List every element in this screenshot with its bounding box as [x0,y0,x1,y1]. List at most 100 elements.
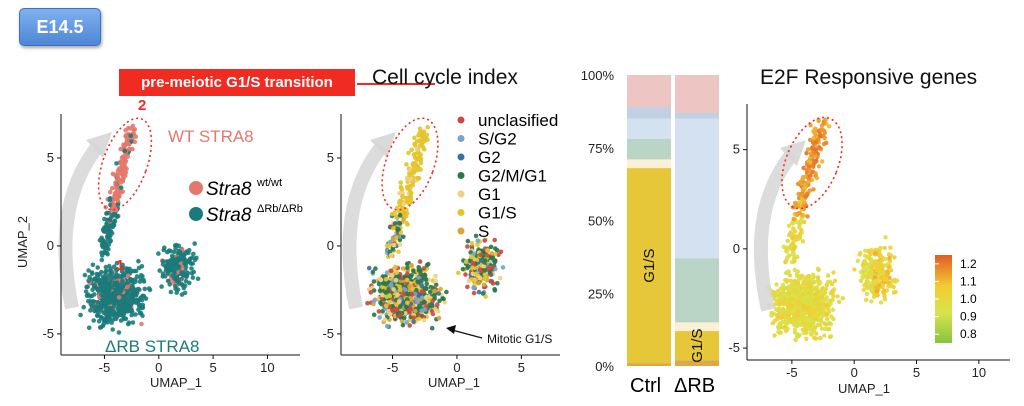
point-e2f [860,275,865,280]
cellcycle-axes: -5 0 5 -5 0 5 [322,150,525,375]
point-g1 [481,263,487,269]
point-e2f [797,291,803,296]
trajectory-arrowhead [86,132,112,158]
point-e2f [785,255,790,260]
point-unclasified [421,266,427,271]
point-drb [174,242,179,248]
point-g1 [424,294,430,300]
point-s-g2 [419,295,425,301]
point-g2-m-g1 [427,289,433,295]
point-g2-m-g1 [494,247,500,253]
point-e2f [770,321,775,326]
point-e2f [802,296,807,301]
trajectory-arrowhead-b [370,132,396,158]
point-drb [86,325,92,331]
point-g2 [411,319,416,325]
point-g2-m-g1 [397,212,403,218]
bar-segment-g1-s [675,331,719,361]
bar-segment-g1 [627,159,671,169]
point-e2f [878,245,883,250]
point-drb [128,133,133,138]
point-unclasified [430,299,435,304]
point-wt [123,128,128,133]
point-drb [94,285,99,291]
y-axis-title: UMAP_2 [15,216,30,268]
d-x-tick-label: -5 [786,365,798,380]
a-y-tick-label: 0 [47,238,54,253]
point-g1-s [412,155,418,160]
point-drb [108,239,113,244]
point-wt [109,185,115,191]
point-s [481,282,487,288]
point-e2f [812,160,817,166]
point-e2f [869,299,874,304]
point-g1-s [398,180,404,185]
point-e2f [807,326,812,332]
point-drb [182,261,187,266]
point-g1-s [483,294,488,299]
point-drb [103,270,108,275]
point-g1-s [393,264,398,270]
point-e2f [832,278,838,283]
point-g1 [433,273,438,279]
point-s [476,280,482,286]
point-e2f [810,294,815,300]
point-drb [115,202,121,208]
point-e2f [791,216,796,222]
point-e2f [795,254,800,260]
point-g1 [470,271,476,277]
point-e2f [807,137,813,143]
point-drb [192,241,197,246]
point-s-g2 [377,315,383,320]
point-e2f [789,235,795,241]
point-s [407,284,412,289]
point-e2f [785,319,790,324]
point-e2f [783,292,788,297]
callout-connector [357,83,435,85]
point-drb [116,330,122,335]
point-drb [140,274,145,279]
bar-segment-unclasified [675,75,719,113]
point-e2f [813,308,819,313]
legend-label-g2-m-g1: G2/M/G1 [478,167,547,186]
point-e2f [791,249,796,255]
d-y-tick-label: -5 [728,340,740,355]
point-e2f [795,285,801,291]
trajectory-arrowhead-d [780,140,806,166]
point-e2f [769,313,774,318]
point-drb [101,318,107,323]
point-drb [88,301,94,307]
trajectory-arrow-d [753,149,798,312]
point-e2f [773,307,779,312]
e2f-points [766,117,900,343]
point-wt [117,194,122,199]
point-e2f [830,307,836,312]
point-e2f [794,271,800,276]
point-e2f [798,218,803,224]
point-e2f [780,320,785,325]
point-e2f [822,135,827,141]
point-e2f [880,283,886,288]
point-e2f [822,288,827,293]
point-e2f [818,335,823,341]
point-g1 [403,311,408,316]
point-e2f [813,171,818,176]
point-unclasified [411,315,416,321]
point-wt [118,146,123,152]
point-e2f [820,295,825,300]
point-g2-m-g1 [417,268,423,274]
point-drb [156,251,161,256]
point-unclasified [388,268,394,274]
point-drb [141,279,147,284]
point-e2f [784,279,789,284]
point-drb [109,291,115,297]
point-e2f [814,298,819,303]
point-e2f [885,262,890,267]
point-g2-m-g1 [424,281,430,287]
point-drb [172,249,177,255]
callout-box: pre-meiotic G1/S transition [119,69,355,96]
point-e2f [785,238,790,244]
point-drb [122,148,128,154]
point-unclasified [471,290,477,296]
point-e2f [797,231,803,237]
